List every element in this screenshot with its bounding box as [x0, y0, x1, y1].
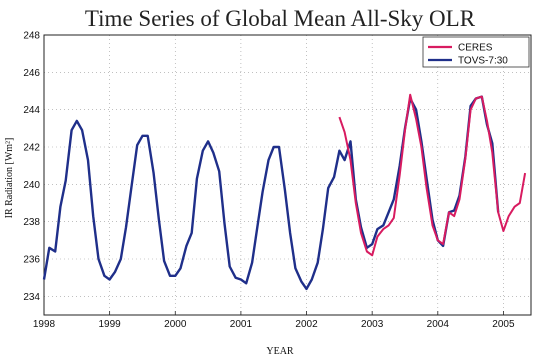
series-line-tovs-7-30: [42, 95, 500, 291]
x-tick-label: 2005: [492, 319, 515, 330]
y-tick-label: 238: [23, 217, 40, 228]
y-tick-label: 248: [23, 31, 40, 42]
x-tick-label: 2002: [295, 319, 318, 330]
y-tick-label: 242: [23, 143, 40, 154]
x-tick-label: 1998: [33, 319, 56, 330]
grid-layer: [43, 34, 531, 315]
x-axis-label: YEAR: [266, 346, 294, 356]
y-tick-label: 236: [23, 255, 40, 266]
y-tick-label: 246: [23, 68, 40, 79]
plot-frame: [43, 34, 532, 316]
y-tick-label: 240: [23, 180, 40, 191]
legend-label: CERES: [458, 43, 493, 54]
x-tick-label: 1999: [99, 319, 122, 330]
legend-box: [422, 36, 530, 68]
x-tick-label: 2003: [361, 319, 384, 330]
chart-title: Time Series of Global Mean All-Sky OLR: [85, 6, 476, 31]
legend: CERES TOVS-7:30: [422, 36, 530, 68]
y-tick-label: 234: [23, 292, 40, 303]
x-tick-label: 2000: [164, 319, 187, 330]
x-tick-label: 2001: [230, 319, 253, 330]
legend-label: TOVS-7:30: [458, 56, 508, 67]
series-layer: [42, 93, 527, 291]
x-tick-label: 2004: [427, 319, 450, 330]
y-axis-label: IR Radiation [Wm²]: [4, 138, 15, 219]
series-line-ceres: [338, 93, 527, 257]
tick-layer: 234 236 238 240 242 244 246 248 1998 1999 2000 2001…: [23, 31, 515, 331]
y-tick-label: 244: [23, 105, 40, 116]
